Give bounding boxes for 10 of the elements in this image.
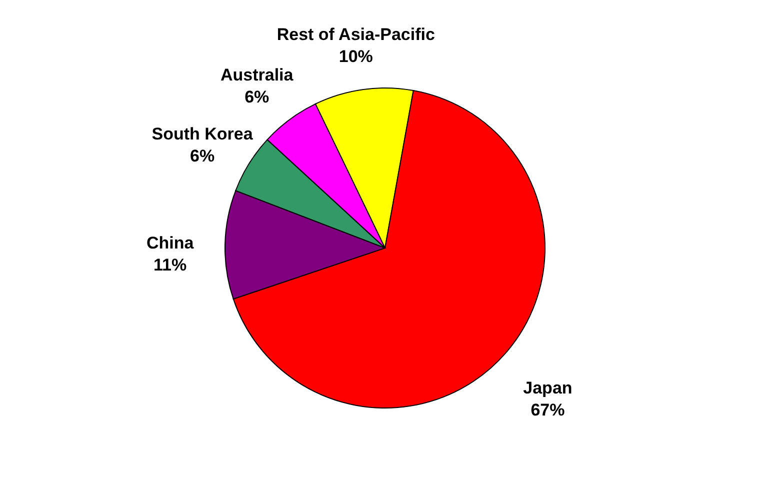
slice-label: China [146, 233, 194, 252]
data-label: 6% [244, 87, 270, 106]
data-label: 67% [530, 400, 565, 420]
slice-label: Rest of Asia-Pacific [276, 24, 435, 44]
data-label: 10% [338, 46, 373, 66]
slice-label: South Korea [152, 124, 254, 144]
data-label: 11% [154, 255, 187, 274]
slice-label: Japan [523, 378, 572, 398]
data-label: 6% [190, 146, 215, 166]
slice-label: Australia [220, 65, 294, 84]
